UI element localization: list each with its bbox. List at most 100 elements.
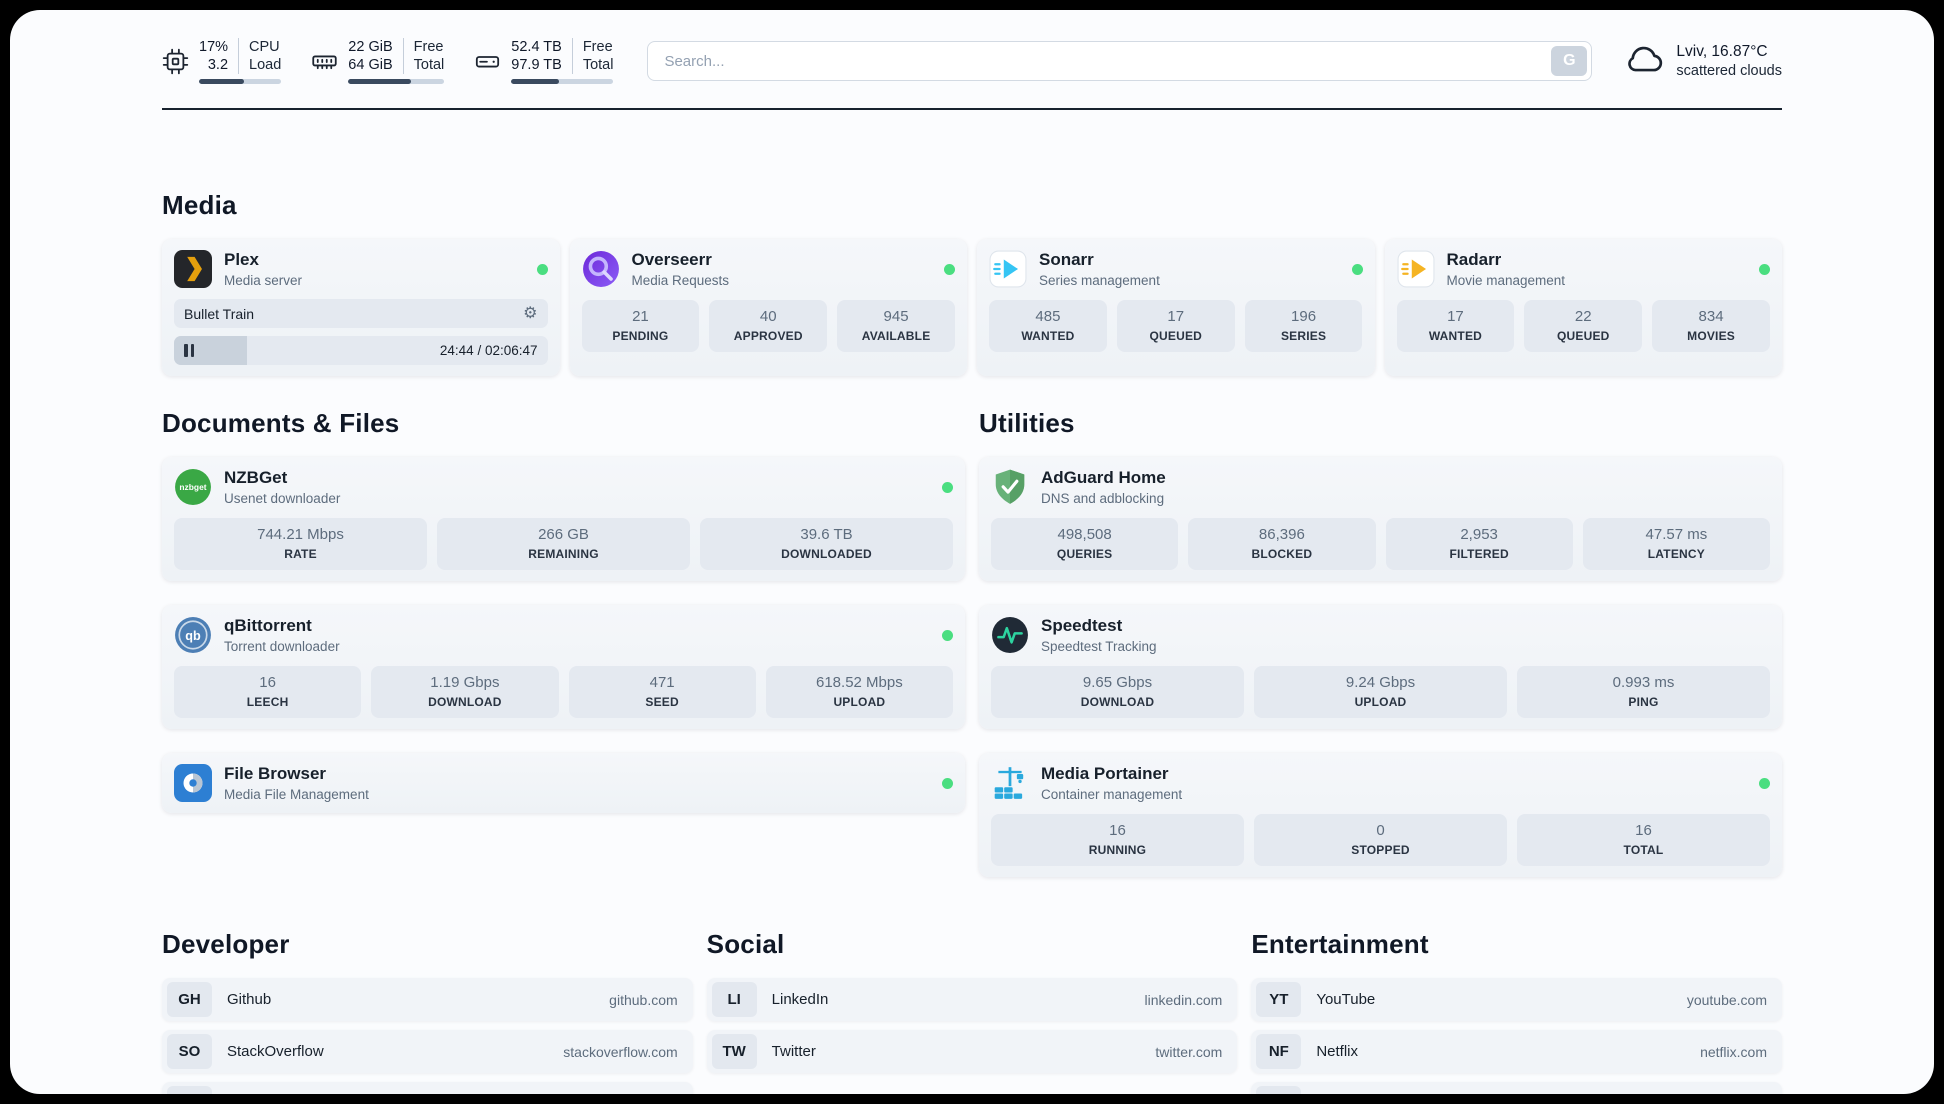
- app-card-sonarr[interactable]: Sonarr Series management 485 WANTED 17 Q…: [977, 239, 1375, 377]
- bookmark-name: YouTube: [1316, 991, 1376, 1009]
- stat-box: 834 MOVIES: [1652, 300, 1770, 353]
- app-card-filebrowser[interactable]: File Browser Media File Management: [162, 753, 965, 814]
- disk-usage-bar: [511, 79, 614, 85]
- disk-free-label: Free: [582, 39, 613, 55]
- stat-box: 1.19 Gbps DOWNLOAD: [371, 666, 559, 719]
- stats-row: 9.65 Gbps DOWNLOAD 9.24 Gbps UPLOAD 0.99…: [991, 666, 1770, 719]
- stat-box: 0 STOPPED: [1254, 814, 1507, 867]
- stat-label: RUNNING: [1088, 843, 1147, 858]
- search-input[interactable]: [647, 41, 1593, 82]
- app-card-qbittorrent[interactable]: qb qBittorrent Torrent downloader 16 LEE…: [162, 605, 965, 730]
- app-name: Radarr: [1446, 250, 1502, 270]
- bookmark-link[interactable]: GH Github github.com: [162, 978, 693, 1022]
- svg-text:nzbget: nzbget: [179, 482, 206, 492]
- bookmark-url: github.com: [609, 991, 678, 1008]
- stat-label: AVAILABLE: [861, 329, 931, 344]
- bookmark-url: twitter.com: [1155, 1043, 1223, 1060]
- status-online-dot: [1351, 263, 1363, 275]
- bookmark-name: StackOverflow: [227, 1043, 324, 1061]
- bookmark-link[interactable]: LI LinkedIn linkedin.com: [706, 978, 1238, 1022]
- bookmark-abbr: GH: [167, 982, 212, 1018]
- cpu-label: CPU: [249, 39, 280, 55]
- bookmark-link[interactable]: SO StackOverflow stackoverflow.com: [162, 1030, 693, 1074]
- stat-value: 196: [1291, 308, 1317, 326]
- app-card-nzbget[interactable]: nzbget NZBGet Usenet downloader 744.21 M…: [162, 457, 965, 582]
- stat-box: 17 WANTED: [1396, 300, 1515, 353]
- app-card-speedtest[interactable]: Speedtest Speedtest Tracking 9.65 Gbps D…: [979, 605, 1782, 730]
- entertainment-section: Entertainment YT YouTube youtube.com NF …: [1251, 929, 1782, 1094]
- stat-label: QUEUED: [1149, 329, 1203, 344]
- stat-value: 16: [1635, 822, 1652, 840]
- cpu-icon: [162, 48, 189, 75]
- bookmark-link[interactable]: DT DEV dev.to: [162, 1082, 693, 1094]
- bookmark-url: stackoverflow.com: [563, 1043, 678, 1060]
- stat-label: UPLOAD: [1354, 695, 1407, 710]
- app-card-adguard[interactable]: AdGuard Home DNS and adblocking 498,508 …: [979, 457, 1782, 582]
- stat-box: 16 TOTAL: [1517, 814, 1770, 867]
- hard-drive-icon: [474, 48, 501, 75]
- stat-value: 618.52 Mbps: [816, 674, 903, 692]
- bookmark-url: linkedin.com: [1144, 991, 1223, 1008]
- social-bookmark-list: LI LinkedIn linkedin.com TW Twitter twit…: [706, 978, 1238, 1074]
- qbittorrent-icon: qb: [174, 616, 212, 654]
- stat-label: DOWNLOADED: [781, 547, 872, 562]
- app-card-overseerr[interactable]: Overseerr Media Requests 21 PENDING 40 A…: [569, 239, 967, 377]
- radarr-icon: [1397, 250, 1435, 288]
- app-name: qBittorrent: [224, 616, 312, 636]
- stat-value: 498,508: [1057, 526, 1112, 544]
- header-divider: [162, 108, 1782, 111]
- stat-label: BLOCKED: [1251, 547, 1313, 562]
- bookmark-link[interactable]: NF Netflix netflix.com: [1251, 1030, 1782, 1074]
- app-name: Sonarr: [1039, 250, 1094, 270]
- section-title-developer: Developer: [162, 929, 290, 960]
- gear-icon[interactable]: ⚙: [523, 304, 538, 322]
- stats-row: 21 PENDING 40 APPROVED 945 AVAILABLE: [581, 300, 956, 353]
- stat-label: QUERIES: [1056, 547, 1113, 562]
- adguard-shield-icon: [991, 468, 1029, 506]
- stats-row: 17 WANTED 22 QUEUED 834 MOVIES: [1396, 300, 1771, 353]
- app-card-radarr[interactable]: Radarr Movie management 17 WANTED 22 QUE…: [1384, 239, 1782, 377]
- app-card-plex[interactable]: Plex Media server Bullet Train ⚙ 24:44 /…: [162, 239, 560, 377]
- stat-box: 22 QUEUED: [1524, 300, 1643, 353]
- app-name: File Browser: [224, 764, 327, 784]
- bookmark-abbr: NF: [1256, 1034, 1302, 1070]
- stat-label: QUEUED: [1556, 329, 1610, 344]
- stat-box: 485 WANTED: [989, 300, 1107, 353]
- bookmark-link[interactable]: YT YouTube youtube.com: [1251, 978, 1782, 1022]
- app-card-portainer[interactable]: Media Portainer Container management 16 …: [979, 753, 1782, 878]
- stat-box: 498,508 QUERIES: [991, 518, 1179, 571]
- bookmark-link[interactable]: TW Twitter twitter.com: [706, 1030, 1238, 1074]
- pause-icon[interactable]: [184, 344, 194, 358]
- stat-label: WANTED: [1021, 329, 1075, 344]
- bookmark-abbr: RE: [1256, 1086, 1302, 1094]
- stat-label: REMAINING: [528, 547, 599, 562]
- memory-total-label: Total: [413, 57, 445, 74]
- bookmark-abbr: TW: [711, 1034, 757, 1070]
- overseerr-icon: [582, 250, 620, 288]
- stat-value: 17: [1167, 308, 1185, 326]
- stat-value: 17: [1447, 308, 1464, 326]
- now-playing-title: Bullet Train: [184, 305, 255, 322]
- section-title-documents: Documents & Files: [162, 408, 400, 439]
- player-progress-bar[interactable]: 24:44 / 02:06:47: [174, 336, 548, 366]
- app-subtitle: Series management: [1039, 273, 1160, 289]
- stat-value: 945: [883, 308, 909, 326]
- stat-box: 47.57 ms LATENCY: [1582, 518, 1770, 571]
- bookmark-link[interactable]: RE Reddit reddit.com: [1251, 1082, 1782, 1094]
- search-engine-button[interactable]: G: [1551, 46, 1588, 77]
- app-subtitle: DNS and adblocking: [1041, 491, 1165, 507]
- stat-box: 744.21 Mbps RATE: [174, 518, 427, 571]
- stats-row: 485 WANTED 17 QUEUED 196 SERIES: [989, 300, 1363, 353]
- documents-files-section: Documents & Files nzbget: [162, 408, 965, 877]
- app-subtitle: Media File Management: [224, 787, 369, 803]
- stat-value: 40: [759, 308, 777, 326]
- utilities-section: Utilities: [979, 408, 1782, 878]
- weather-location: Lviv, 16.87°C: [1676, 43, 1768, 61]
- stat-box: 945 AVAILABLE: [837, 300, 955, 353]
- app-subtitle: Media Requests: [631, 273, 730, 289]
- stat-value: 47.57 ms: [1645, 526, 1708, 544]
- social-section: Social LI LinkedIn linkedin.com TW Twitt…: [706, 929, 1238, 1094]
- status-online-dot: [1759, 777, 1770, 789]
- stat-box: 9.65 Gbps DOWNLOAD: [991, 666, 1244, 719]
- stat-box: 16 RUNNING: [991, 814, 1244, 867]
